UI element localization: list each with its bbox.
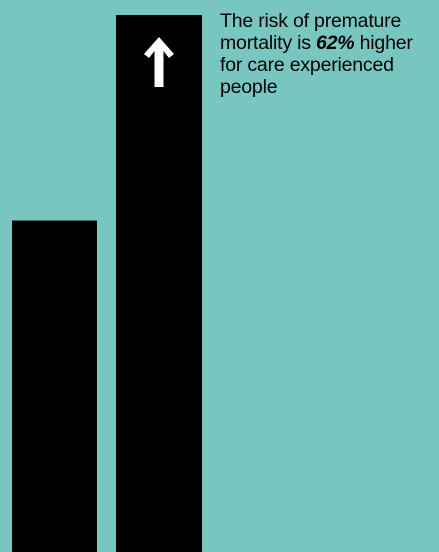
annotation-highlight: 62% — [316, 32, 355, 54]
chart-annotation: The risk of premature mortality is 62% h… — [220, 10, 436, 98]
bar-baseline — [12, 220, 97, 552]
bar-care-experienced — [116, 15, 202, 552]
arrow-up-icon — [144, 37, 174, 87]
annotation-text-before: The risk of premature mortality is — [220, 10, 402, 54]
annotation-text-after: higher for care experienced people — [220, 32, 413, 98]
